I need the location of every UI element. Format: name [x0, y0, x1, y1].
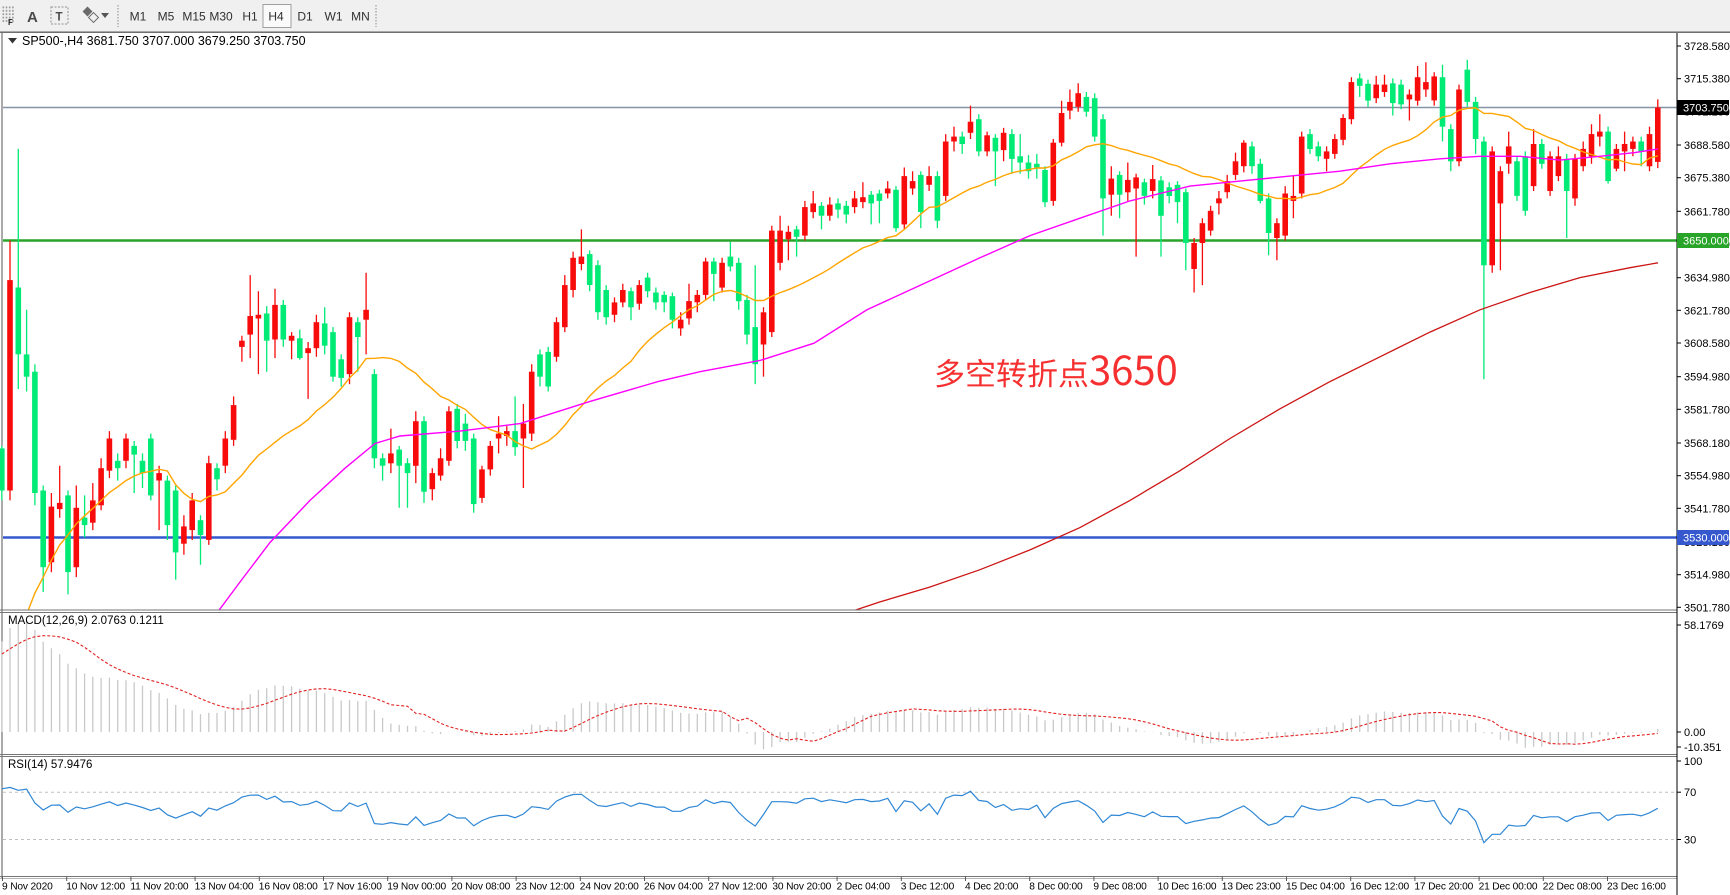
svg-text:100: 100	[1684, 756, 1702, 768]
svg-text:13 Nov 04:00: 13 Nov 04:00	[195, 882, 254, 893]
svg-text:3621.780: 3621.780	[1684, 305, 1730, 317]
svg-text:4 Dec 20:00: 4 Dec 20:00	[965, 882, 1019, 893]
svg-text:21 Dec 00:00: 21 Dec 00:00	[1479, 882, 1538, 893]
svg-text:3688.580: 3688.580	[1684, 140, 1730, 152]
svg-text:15 Dec 04:00: 15 Dec 04:00	[1286, 882, 1345, 893]
svg-text:A: A	[27, 9, 38, 26]
svg-text:0.00: 0.00	[1684, 727, 1705, 739]
svg-text:M15: M15	[182, 10, 206, 24]
svg-text:19 Nov 00:00: 19 Nov 00:00	[387, 882, 446, 893]
svg-text:3703.750: 3703.750	[1683, 103, 1729, 115]
svg-text:MN: MN	[351, 10, 370, 24]
svg-text:RSI(14) 57.9476: RSI(14) 57.9476	[8, 759, 92, 771]
svg-text:23 Nov 12:00: 23 Nov 12:00	[516, 882, 575, 893]
svg-text:3608.580: 3608.580	[1684, 338, 1730, 350]
svg-text:-10.351: -10.351	[1684, 742, 1721, 754]
svg-text:2 Dec 04:00: 2 Dec 04:00	[837, 882, 891, 893]
svg-text:11 Nov 20:00: 11 Nov 20:00	[130, 882, 189, 893]
svg-text:T: T	[56, 12, 63, 24]
svg-text:3715.380: 3715.380	[1684, 74, 1730, 86]
svg-text:3728.580: 3728.580	[1684, 41, 1730, 53]
svg-text:3501.780: 3501.780	[1684, 602, 1730, 614]
svg-text:26 Nov 04:00: 26 Nov 04:00	[644, 882, 703, 893]
svg-text:30: 30	[1684, 835, 1696, 847]
svg-text:3568.180: 3568.180	[1684, 438, 1730, 450]
svg-text:MACD(12,26,9) 2.0763 0.1211: MACD(12,26,9) 2.0763 0.1211	[8, 615, 164, 627]
svg-text:W1: W1	[325, 10, 343, 24]
svg-text:23 Dec 16:00: 23 Dec 16:00	[1607, 882, 1666, 893]
svg-text:3594.980: 3594.980	[1684, 372, 1730, 384]
svg-text:SP500-,H4 3681.750 3707.000 3: SP500-,H4 3681.750 3707.000 3679.250 370…	[22, 34, 306, 48]
svg-text:22 Dec 08:00: 22 Dec 08:00	[1543, 882, 1602, 893]
svg-text:M1: M1	[130, 10, 147, 24]
svg-text:9 Nov 2020: 9 Nov 2020	[2, 882, 53, 893]
svg-text:16 Nov 08:00: 16 Nov 08:00	[259, 882, 318, 893]
svg-text:M5: M5	[158, 10, 175, 24]
svg-text:70: 70	[1684, 787, 1696, 799]
svg-text:3 Dec 12:00: 3 Dec 12:00	[901, 882, 955, 893]
svg-text:3661.780: 3661.780	[1684, 206, 1730, 218]
svg-text:H4: H4	[268, 10, 284, 24]
svg-text:H1: H1	[242, 10, 258, 24]
svg-text:58.1769: 58.1769	[1684, 620, 1724, 632]
svg-text:3541.780: 3541.780	[1684, 503, 1730, 515]
svg-text:3514.980: 3514.980	[1684, 570, 1730, 582]
svg-text:3634.980: 3634.980	[1684, 273, 1730, 285]
svg-text:10 Nov 12:00: 10 Nov 12:00	[66, 882, 125, 893]
svg-text:8 Dec 00:00: 8 Dec 00:00	[1029, 882, 1083, 893]
svg-text:3650.000: 3650.000	[1683, 236, 1729, 248]
svg-text:16 Dec 12:00: 16 Dec 12:00	[1350, 882, 1409, 893]
svg-text:20 Nov 08:00: 20 Nov 08:00	[451, 882, 510, 893]
svg-text:10 Dec 16:00: 10 Dec 16:00	[1158, 882, 1217, 893]
svg-text:13 Dec 23:00: 13 Dec 23:00	[1222, 882, 1281, 893]
svg-text:30 Nov 20:00: 30 Nov 20:00	[772, 882, 831, 893]
svg-text:3675.380: 3675.380	[1684, 173, 1730, 185]
svg-text:24 Nov 20:00: 24 Nov 20:00	[580, 882, 639, 893]
svg-text:3554.980: 3554.980	[1684, 471, 1730, 483]
svg-text:D1: D1	[297, 10, 313, 24]
svg-text:27 Nov 12:00: 27 Nov 12:00	[708, 882, 767, 893]
svg-text:3530.000: 3530.000	[1683, 533, 1729, 545]
svg-text:M30: M30	[209, 10, 233, 24]
svg-text:9 Dec 08:00: 9 Dec 08:00	[1093, 882, 1147, 893]
svg-text:3581.780: 3581.780	[1684, 404, 1730, 416]
svg-text:F: F	[8, 18, 13, 27]
svg-text:17 Nov 16:00: 17 Nov 16:00	[323, 882, 382, 893]
svg-text:17 Dec 20:00: 17 Dec 20:00	[1414, 882, 1473, 893]
